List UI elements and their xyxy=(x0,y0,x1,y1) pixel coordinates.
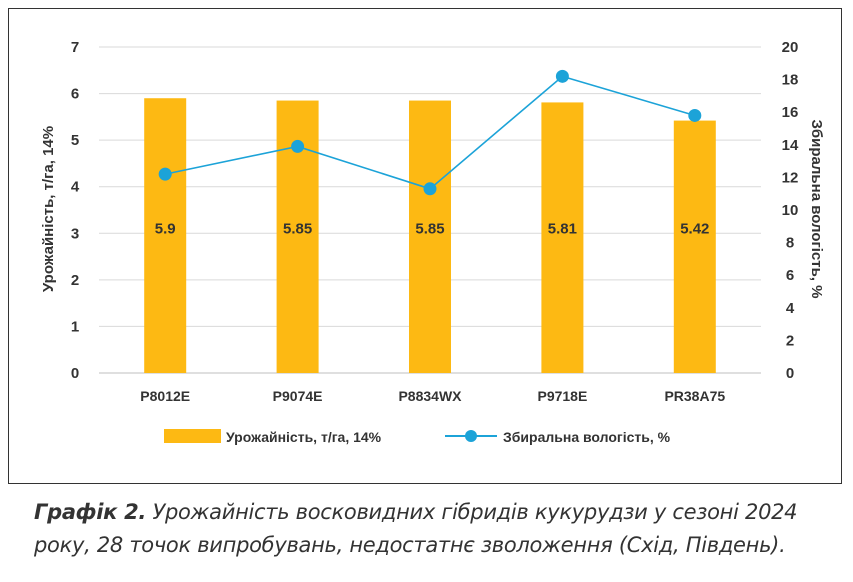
legend-swatch-marker xyxy=(465,430,477,442)
line-point xyxy=(555,69,569,83)
y-tick-label: 2 xyxy=(71,272,79,289)
y2-tick-label: 6 xyxy=(786,267,794,284)
x-tick-label: PR38A75 xyxy=(664,388,725,404)
y-tick-label: 5 xyxy=(71,132,79,149)
figure-caption: Графік 2. Урожайність восковидних гібрид… xyxy=(34,496,834,562)
bar-value-label: 5.42 xyxy=(680,221,709,238)
legend: Урожайність, т/га, 14% Збиральна вологіс… xyxy=(164,429,671,445)
line-point xyxy=(423,182,437,196)
left-axis-ticks: 0 1 2 3 4 5 6 7 xyxy=(71,39,80,382)
line-point xyxy=(158,167,172,181)
legend-label-line: Збиральна вологість, % xyxy=(503,429,671,445)
y-tick-label: 6 xyxy=(71,86,79,103)
y2-tick-label: 10 xyxy=(782,202,799,219)
line-point xyxy=(688,108,702,122)
x-axis-ticks: P8012E P9074E P8834WX P9718E PR38A75 xyxy=(140,388,725,404)
right-axis-title: Збиральна вологість, % xyxy=(808,119,825,298)
y2-tick-label: 8 xyxy=(786,235,794,252)
bar-series: 5.9 5.85 5.85 5.81 5.42 xyxy=(144,98,716,374)
bar xyxy=(144,98,187,373)
x-tick-label: P9718E xyxy=(537,388,587,404)
y2-tick-label: 2 xyxy=(786,332,794,349)
x-tick-label: P8834WX xyxy=(398,388,462,404)
y2-tick-label: 0 xyxy=(786,365,794,382)
legend-label-bar: Урожайність, т/га, 14% xyxy=(226,429,382,445)
y2-tick-label: 18 xyxy=(782,72,799,89)
caption-lead: Графік 2. xyxy=(34,500,147,524)
y-tick-label: 4 xyxy=(71,179,80,196)
y2-tick-label: 14 xyxy=(782,137,799,154)
x-tick-label: P9074E xyxy=(273,388,323,404)
bar-value-label: 5.85 xyxy=(283,221,312,238)
y-tick-label: 0 xyxy=(71,365,79,382)
y2-tick-label: 16 xyxy=(782,104,799,121)
right-axis-ticks: 0 2 4 6 8 10 12 14 16 18 20 xyxy=(782,39,799,382)
y2-tick-label: 4 xyxy=(786,300,795,317)
y2-tick-label: 20 xyxy=(782,39,799,56)
bar-value-label: 5.81 xyxy=(548,221,577,238)
line-point xyxy=(291,139,305,153)
y-tick-label: 1 xyxy=(71,318,79,335)
bar-value-label: 5.9 xyxy=(155,221,176,238)
y-tick-label: 7 xyxy=(71,39,79,56)
y-tick-label: 3 xyxy=(71,225,79,242)
bar xyxy=(409,100,451,374)
bar-value-label: 5.85 xyxy=(415,221,444,238)
bar xyxy=(673,120,716,373)
x-tick-label: P8012E xyxy=(140,388,190,404)
y2-tick-label: 12 xyxy=(782,169,799,186)
caption-text: Урожайність восковидних гібридів кукуруд… xyxy=(34,500,798,557)
legend-swatch-bar xyxy=(164,429,221,443)
left-axis-title: Урожайність, т/га, 14% xyxy=(40,126,57,292)
line-series xyxy=(158,69,702,196)
bar xyxy=(541,102,584,374)
